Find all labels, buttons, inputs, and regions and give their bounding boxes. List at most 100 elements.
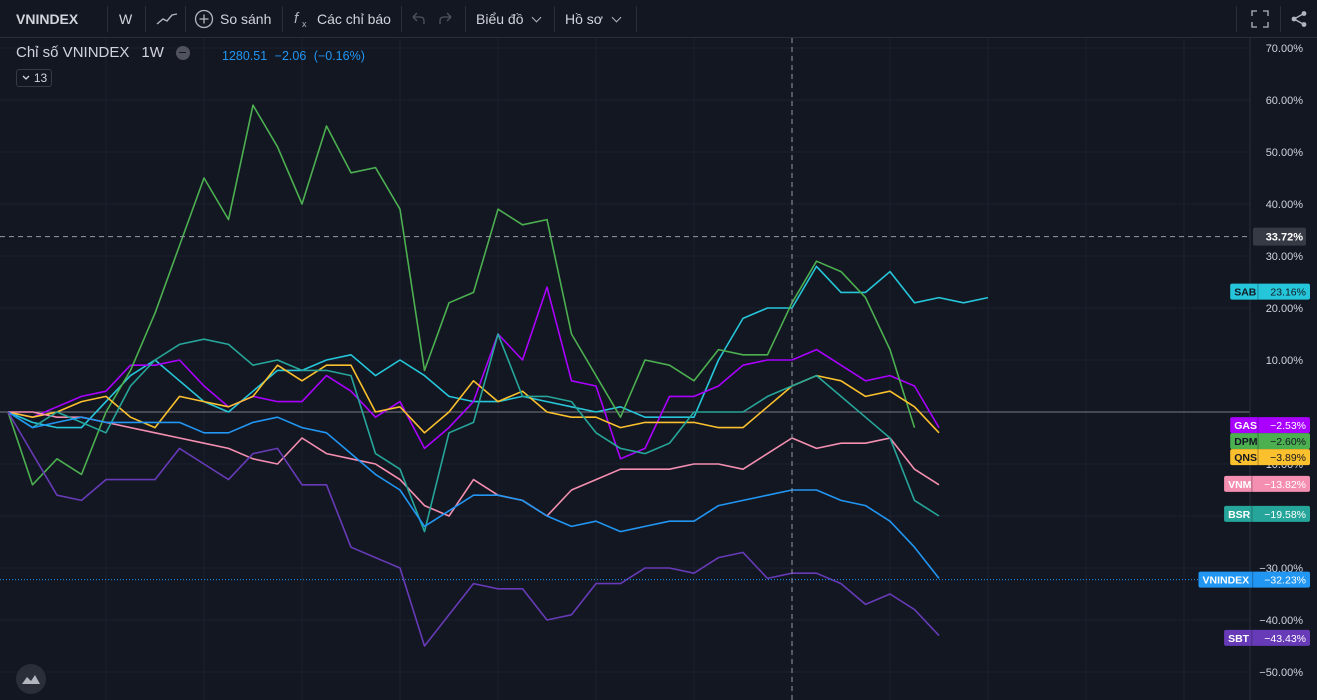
value-tag-value: −3.89% [1270,452,1306,464]
symbol-search-button[interactable]: VNINDEX [16,0,78,38]
toolbar-divider [554,6,555,32]
hide-series-button[interactable] [175,45,190,60]
toolbar-divider [185,6,186,32]
tradingview-logo-icon [22,675,40,684]
series-line-gas [7,286,940,460]
value-tag-value: −43.43% [1264,633,1306,645]
interval-button[interactable]: W [119,0,132,38]
series-value-labels: 33.72% SAB 23.16% GAS −2.53% DPM −2.60% QNS −3.8… [1198,227,1310,646]
legend-change: −2.06 [274,49,307,63]
toolbar-divider [1280,6,1281,32]
y-tick-label: 70.00% [1266,43,1304,55]
fullscreen-button[interactable] [1251,0,1269,38]
value-tag-value: −13.82% [1264,479,1306,491]
interval-label: W [119,11,133,27]
value-tag-qns [1230,449,1310,466]
legend-change-percent: (−0.16%) [313,49,365,63]
value-tag-name: VNINDEX [1203,575,1250,587]
chart-legend-title: Chỉ số VNINDEX 1W [16,44,190,61]
value-tag-dpm [1230,433,1310,450]
legend-collapse-button[interactable]: 13 [16,69,52,87]
value-tag-name: BSR [1228,509,1251,521]
value-tag-value: 23.16% [1270,287,1306,299]
value-tag-name: DPM [1234,436,1258,448]
series-line-bsr [7,333,940,533]
value-tag-name: QNS [1234,452,1257,464]
series-line-dpm [7,104,916,486]
price-chart[interactable]: 70.00% 60.00% 50.00% 40.00% 30.00% 20.00% 10.0… [0,38,1317,700]
toolbar-divider [145,6,146,32]
value-tag-name: SAB [1234,287,1257,299]
indicators-label: Các chỉ báo [317,11,391,27]
line-chart-icon [156,13,178,25]
chart-style-button[interactable] [155,0,179,38]
toolbar-divider [401,6,402,32]
y-tick-label: −40.00% [1259,615,1303,627]
legend-interval: 1W [141,44,164,61]
toolbar-divider [1236,6,1237,32]
share-button[interactable] [1290,0,1308,38]
chevron-down-icon [532,12,542,22]
svg-text:x: x [302,19,307,29]
y-tick-label: 60.00% [1266,95,1304,107]
y-tick-label: 10.00% [1266,355,1304,367]
crosshair-price-label: 33.72% [1266,232,1304,244]
value-tag-vnm [1224,475,1310,492]
chart-series-lines [7,104,989,647]
series-title: Chỉ số VNINDEX [16,44,130,61]
profile-menu-button[interactable]: Hồ sơ [565,0,622,38]
y-tick-label: 50.00% [1266,147,1304,159]
legend-price: 1280.51 [222,49,268,63]
undo-button[interactable] [410,0,426,38]
value-tag-value: −2.53% [1270,420,1306,432]
y-tick-label: 30.00% [1266,251,1304,263]
share-icon [1291,11,1307,27]
chart-menu-button[interactable]: Biểu đồ [476,0,542,38]
value-tag-name: GAS [1234,420,1257,432]
value-tag-sab [1230,283,1310,300]
value-tag-value: −32.23% [1264,575,1306,587]
chart-menu-label: Biểu đồ [476,11,524,27]
value-tag-bsr [1224,505,1310,522]
toolbar-divider [282,6,283,32]
value-tag-value: −19.58% [1264,509,1306,521]
symbol-label: VNINDEX [16,11,79,27]
svg-text:f: f [294,10,300,27]
y-tick-label: 40.00% [1266,199,1304,211]
add-circle-icon [194,9,214,29]
legend-study-count: 13 [33,71,48,85]
chart-overlay [0,38,1250,700]
chevron-down-icon [611,12,622,22]
redo-icon [439,12,452,24]
chevron-down-icon [22,75,30,80]
y-tick-label: −50.00% [1259,667,1303,679]
undo-icon [412,12,425,24]
redo-button[interactable] [438,0,454,38]
tradingview-logo[interactable] [16,664,46,694]
toolbar-divider [465,6,466,32]
chart-grid [0,38,1250,700]
value-tag-name: VNM [1228,479,1252,491]
value-tag-vnindex [1198,571,1310,588]
value-tag-name: SBT [1228,633,1250,645]
series-line-sbt [7,411,940,647]
series-line-vnm [8,411,940,517]
toolbar-divider [107,6,108,32]
crosshair-price-tag [1253,227,1306,246]
profile-menu-label: Hồ sơ [565,11,603,27]
series-line-qns [7,364,940,434]
y-tick-label: 20.00% [1266,303,1304,315]
compare-button[interactable]: So sánh [194,0,271,38]
value-tag-value: −2.60% [1270,436,1306,448]
value-tag-gas [1230,417,1310,434]
fullscreen-icon [1251,10,1269,28]
compare-label: So sánh [220,11,272,27]
value-tag-sbt [1224,629,1310,646]
legend-price-values: 1280.51 −2.06 (−0.16%) [222,49,365,63]
chart-background [0,38,1317,700]
minus-icon [179,51,187,54]
toolbar-divider [636,6,637,32]
